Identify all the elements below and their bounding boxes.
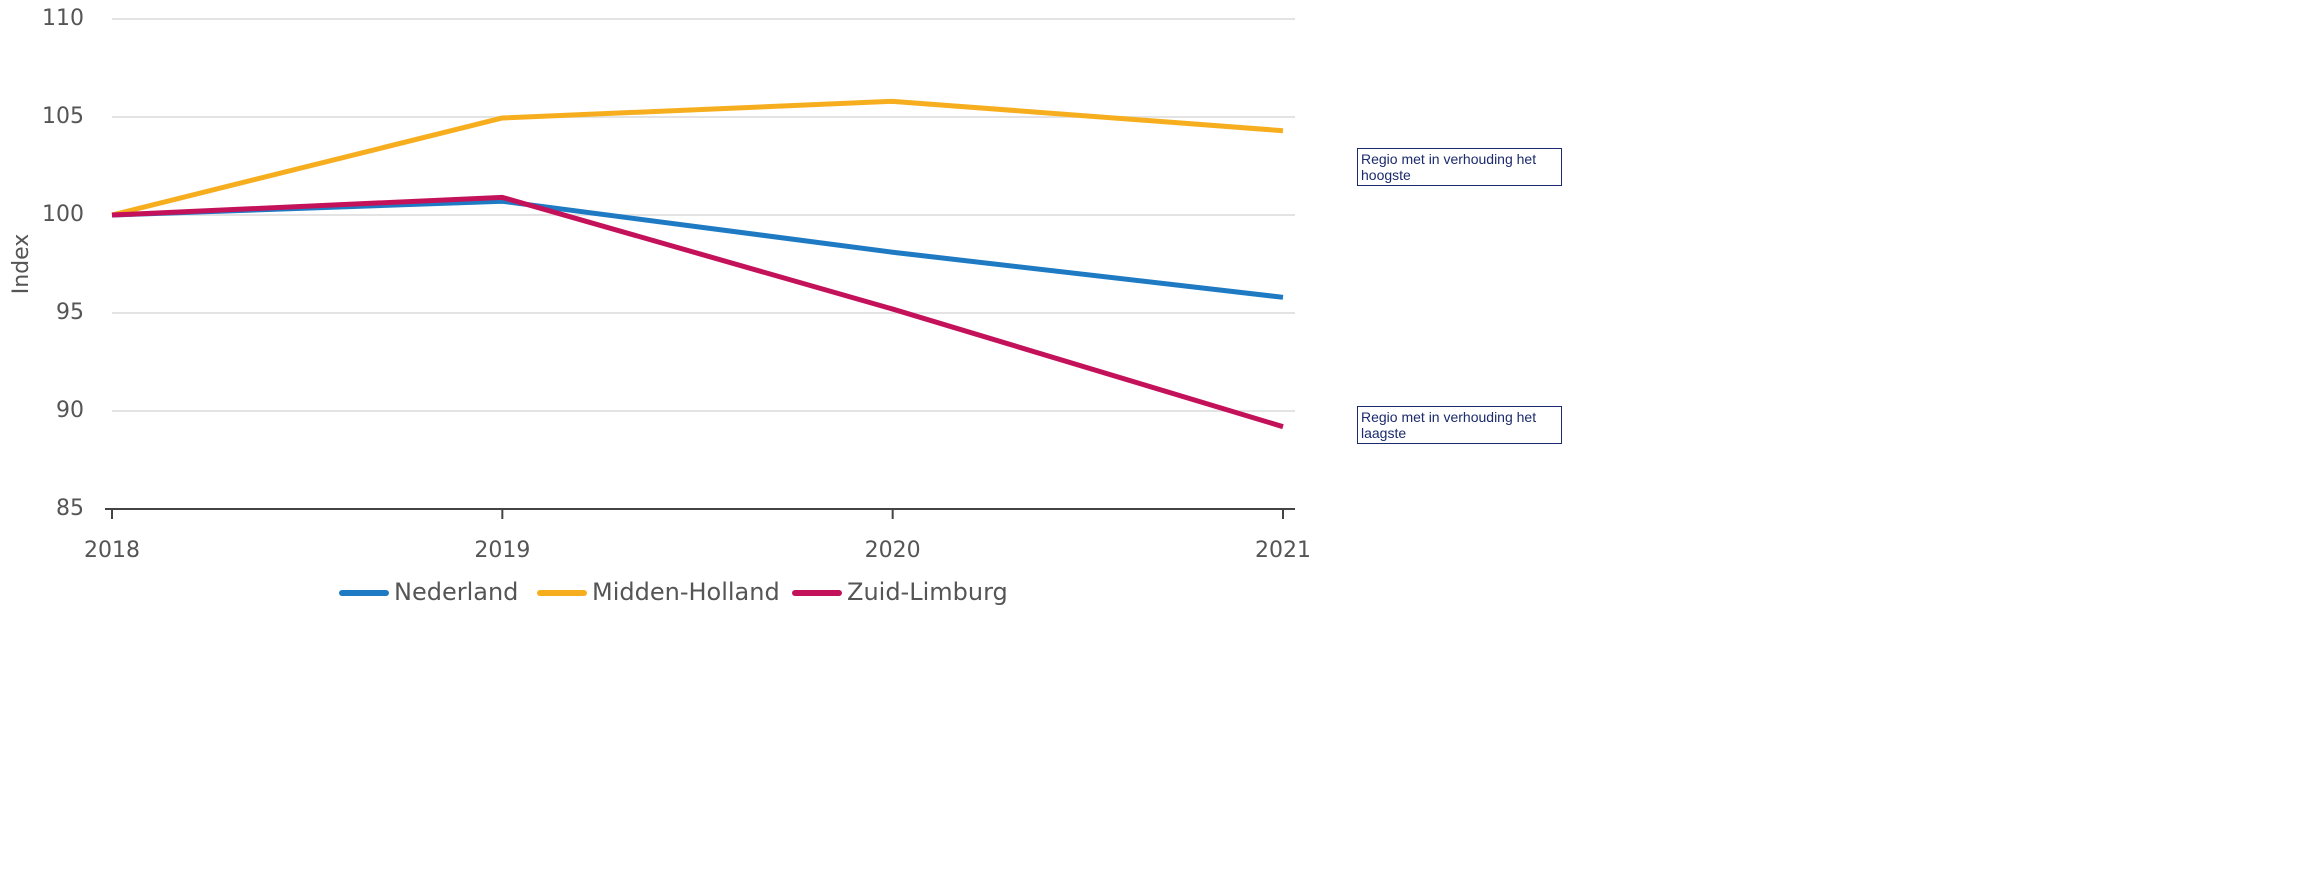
series-line xyxy=(111,98,1284,218)
legend-label: Nederland xyxy=(394,578,518,606)
annotation: Regio met in verhouding het hoogste xyxy=(1357,148,1562,186)
legend-label: Zuid-Limburg xyxy=(847,578,1008,606)
x-tick-label: 2021 xyxy=(1255,538,1311,563)
y-tick-label: 95 xyxy=(56,300,84,325)
x-tick-label: 2020 xyxy=(865,538,921,563)
annotation: Regio met in verhouding het laagste xyxy=(1357,406,1562,444)
y-tick-label: 85 xyxy=(56,496,84,521)
x-tick-label: 2019 xyxy=(474,538,530,563)
legend-label: Midden-Holland xyxy=(592,578,780,606)
y-tick-label: 110 xyxy=(42,6,84,31)
x-tick-label: 2018 xyxy=(84,538,140,563)
y-tick-label: 100 xyxy=(42,202,84,227)
y-tick-label: 105 xyxy=(42,104,84,129)
y-axis-label: Index xyxy=(9,234,34,295)
y-tick-label: 90 xyxy=(56,398,84,423)
series-line xyxy=(111,194,1284,430)
